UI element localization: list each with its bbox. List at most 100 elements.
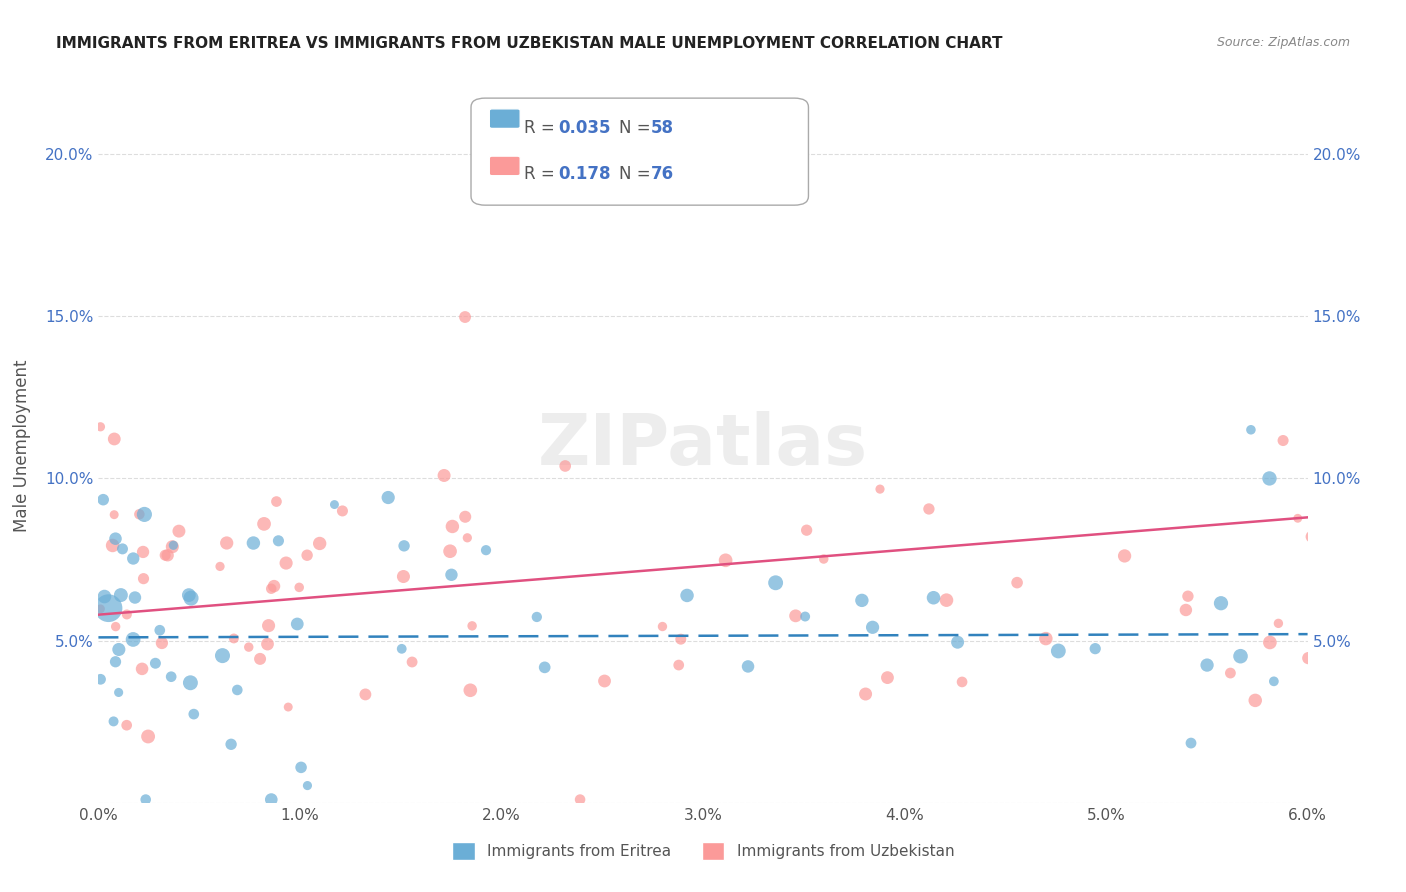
Point xyxy=(1240,423,1263,437)
Point xyxy=(122,551,145,566)
Point xyxy=(267,533,290,548)
Point xyxy=(115,718,138,732)
Point xyxy=(1267,616,1289,631)
Point xyxy=(676,589,699,603)
Point xyxy=(132,545,155,559)
Point xyxy=(150,636,173,650)
Point xyxy=(651,619,673,633)
Point xyxy=(440,567,463,582)
Point xyxy=(569,792,592,806)
Point xyxy=(89,602,111,616)
Point xyxy=(108,642,131,657)
Point xyxy=(785,608,807,623)
Point xyxy=(208,559,231,574)
Point xyxy=(392,569,415,583)
Point xyxy=(222,632,245,646)
Point xyxy=(796,523,818,537)
Point xyxy=(950,675,973,690)
Point xyxy=(274,556,297,570)
Point xyxy=(1258,471,1281,485)
Point xyxy=(433,468,456,483)
Y-axis label: Male Unemployment: Male Unemployment xyxy=(13,359,31,533)
Point xyxy=(454,509,477,524)
Point xyxy=(260,792,283,806)
Text: 0.178: 0.178 xyxy=(558,165,610,183)
Text: Source: ZipAtlas.com: Source: ZipAtlas.com xyxy=(1216,36,1350,49)
Point xyxy=(1258,635,1281,649)
Point xyxy=(456,531,478,545)
Point xyxy=(266,494,288,508)
Point xyxy=(813,552,835,566)
Point xyxy=(1180,736,1202,750)
Point xyxy=(215,536,238,550)
Text: R =: R = xyxy=(524,165,561,183)
Point xyxy=(765,575,787,590)
Text: 0.035: 0.035 xyxy=(558,119,610,136)
Point xyxy=(391,641,413,656)
Point xyxy=(737,659,759,673)
Point xyxy=(257,618,280,632)
Point xyxy=(111,541,134,556)
Point xyxy=(135,792,157,806)
Point xyxy=(253,516,276,531)
Point xyxy=(136,730,159,744)
Point xyxy=(668,658,690,673)
Point xyxy=(134,508,156,522)
Point xyxy=(122,632,145,647)
Point xyxy=(714,553,737,567)
Point xyxy=(876,671,898,685)
Text: N =: N = xyxy=(619,119,655,136)
Point xyxy=(263,579,285,593)
Point xyxy=(180,591,202,606)
Point xyxy=(149,624,172,638)
Text: R =: R = xyxy=(524,119,561,136)
Point xyxy=(794,609,817,624)
Point xyxy=(323,498,346,512)
Point xyxy=(922,591,945,605)
Point xyxy=(593,673,616,688)
Point xyxy=(277,700,299,714)
Point xyxy=(295,548,318,562)
Point xyxy=(1219,666,1241,681)
Point xyxy=(1005,575,1028,590)
Point xyxy=(1047,644,1070,658)
Point xyxy=(533,660,555,674)
Point xyxy=(439,544,461,558)
Point xyxy=(162,538,184,552)
Point xyxy=(131,662,153,676)
Point xyxy=(460,683,482,698)
Point xyxy=(103,432,125,446)
Point xyxy=(851,593,873,607)
Point xyxy=(219,737,242,751)
Point xyxy=(211,648,233,663)
Point xyxy=(145,657,167,671)
Point xyxy=(103,714,125,729)
Point xyxy=(101,539,124,553)
Point xyxy=(1244,693,1267,707)
Point xyxy=(1326,584,1348,599)
Point xyxy=(669,632,692,647)
Point xyxy=(177,588,200,602)
Point xyxy=(124,591,146,605)
Point xyxy=(89,419,111,434)
Text: ZIPatlas: ZIPatlas xyxy=(538,411,868,481)
Point xyxy=(354,688,377,702)
Point xyxy=(91,492,114,507)
Point xyxy=(288,580,311,594)
Point xyxy=(308,536,330,550)
Point xyxy=(855,687,877,701)
Point xyxy=(377,491,399,505)
Point xyxy=(918,502,941,516)
Point xyxy=(461,619,484,633)
Point xyxy=(104,655,127,669)
Point xyxy=(1035,632,1057,646)
Point xyxy=(153,548,176,562)
Legend: Immigrants from Eritrea, Immigrants from Uzbekistan: Immigrants from Eritrea, Immigrants from… xyxy=(446,836,960,866)
Point xyxy=(104,532,127,546)
Point xyxy=(862,620,884,634)
Point xyxy=(1286,511,1309,525)
Point xyxy=(179,675,201,690)
Point xyxy=(183,707,205,722)
Point xyxy=(526,610,548,624)
Point xyxy=(297,779,319,793)
